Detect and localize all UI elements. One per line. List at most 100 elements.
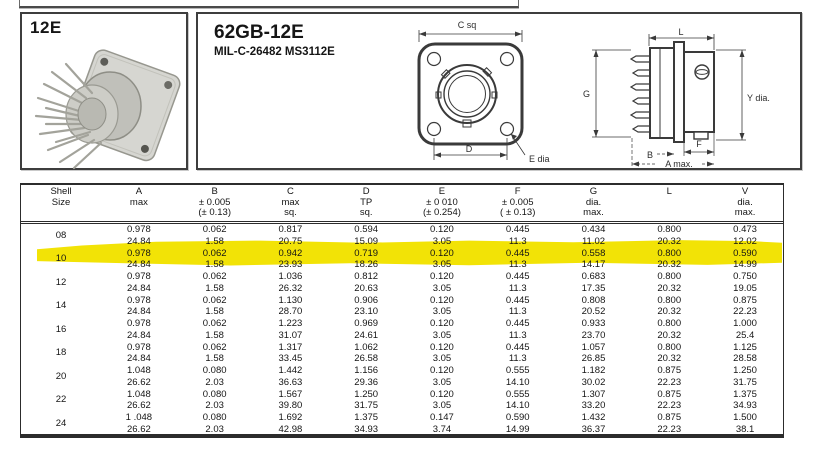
dim-cell: 0.978 bbox=[126, 224, 151, 235]
dim-cell: 24.84 bbox=[126, 353, 151, 365]
shell-size-cell: 22 bbox=[55, 394, 67, 406]
table-row-mm-08: 24.84 1.58 20.75 15.09 3.05 11.3 11.02 20.32 12.… bbox=[21, 236, 783, 248]
dim-cell: 24.84 bbox=[126, 329, 151, 341]
col-header-line: sq. bbox=[284, 207, 297, 218]
dim-cell: 11.3 bbox=[508, 329, 527, 341]
dim-cell: 0.120 bbox=[430, 247, 454, 259]
dim-label-a: A max. bbox=[665, 159, 693, 168]
dim-cell: 0.942 bbox=[278, 247, 303, 259]
dim-cell: 1.375 bbox=[354, 412, 379, 423]
dim-cell: 1.58 bbox=[205, 353, 224, 365]
dim-cell: 29.36 bbox=[354, 376, 379, 388]
col-header-line: (± 0.254) bbox=[422, 207, 461, 218]
dim-cell: 14.10 bbox=[505, 400, 530, 412]
dim-cell: 25.4 bbox=[735, 329, 755, 341]
table-row-inch-14: 14 0.978 0.062 1.130 0.906 0.120 0.445 0.808 0.8… bbox=[21, 294, 783, 312]
dim-cell: 20.32 bbox=[657, 306, 682, 318]
dim-cell: 24.84 bbox=[126, 306, 151, 318]
dim-cell: 24.61 bbox=[354, 329, 379, 341]
shell-code-label: 12E bbox=[30, 18, 62, 37]
dim-cell: 23.93 bbox=[278, 259, 303, 271]
col-header-line: TP bbox=[360, 196, 373, 208]
col-header-line: (± 0.13) bbox=[198, 207, 231, 218]
dim-cell: 1.58 bbox=[205, 306, 224, 318]
front-view-arrows bbox=[419, 31, 522, 158]
col-header-line bbox=[631, 198, 707, 209]
dim-cell: 0.473 bbox=[733, 224, 757, 235]
col-header-line: max. bbox=[583, 207, 604, 218]
dim-cell: 3.05 bbox=[432, 282, 452, 294]
technical-drawings: C sq D E dia bbox=[417, 20, 770, 168]
dim-label-y: Y dia. bbox=[747, 93, 770, 103]
col-header-line: ± 0 010 bbox=[426, 196, 458, 208]
table-row-inch-12: 12 0.978 0.062 1.036 0.812 0.120 0.445 0.683 0.8… bbox=[21, 271, 783, 288]
dim-cell: 0.875 bbox=[657, 365, 682, 376]
dim-cell: 0.120 bbox=[430, 388, 454, 400]
dim-cell: 0.978 bbox=[126, 318, 151, 329]
dim-cell: 1.567 bbox=[278, 388, 303, 400]
dim-cell: 3.05 bbox=[432, 235, 452, 247]
dim-cell: 26.62 bbox=[126, 376, 151, 388]
dim-cell: 14.17 bbox=[581, 259, 606, 271]
shell-size-cell: 08 bbox=[55, 229, 67, 241]
col-header-line bbox=[101, 208, 177, 219]
side-view-arrows bbox=[593, 35, 745, 167]
dim-cell: 1.182 bbox=[581, 365, 606, 376]
dim-cell: 20.32 bbox=[657, 282, 682, 294]
dim-cell: 14.99 bbox=[505, 423, 530, 435]
dim-cell: 0.120 bbox=[430, 318, 454, 329]
dim-cell: 1.58 bbox=[205, 259, 224, 271]
dim-cell: 0.120 bbox=[430, 341, 454, 353]
dim-cell: 18.26 bbox=[354, 259, 379, 271]
dim-cell: 1.125 bbox=[733, 341, 757, 353]
dim-cell: 31.75 bbox=[354, 400, 379, 412]
series-title: 62GB-12E bbox=[214, 22, 304, 43]
dim-cell: 0.933 bbox=[581, 318, 606, 329]
dim-cell: 0.120 bbox=[430, 271, 454, 282]
dim-cell: 12.02 bbox=[733, 235, 757, 247]
dim-cell: 22.23 bbox=[657, 400, 682, 412]
dim-cell: 17.35 bbox=[581, 282, 606, 294]
col-header-line: max. bbox=[734, 207, 756, 218]
dim-label-b: B bbox=[647, 150, 653, 160]
dim-cell: 0.875 bbox=[733, 294, 757, 306]
dim-cell: 2.03 bbox=[205, 423, 224, 435]
table-row-mm-16: 24.84 1.58 31.07 24.61 3.05 11.3 23.70 20.32 25.… bbox=[21, 330, 783, 342]
dim-cell: 0.800 bbox=[657, 318, 682, 329]
dim-cell: 20.32 bbox=[657, 353, 682, 365]
dim-cell: 0.875 bbox=[657, 412, 682, 423]
dim-cell: 24.84 bbox=[126, 259, 151, 271]
shell-photo-panel: 12E bbox=[20, 12, 188, 170]
dim-cell: 0.062 bbox=[202, 224, 227, 235]
dim-cell: 3.74 bbox=[432, 423, 452, 435]
front-view-drawing bbox=[417, 30, 526, 160]
dim-cell: 0.062 bbox=[202, 271, 227, 282]
dim-label-e: E dia bbox=[529, 154, 550, 164]
col-header-4: D TP sq. bbox=[328, 185, 405, 224]
dim-cell: 0.719 bbox=[354, 247, 379, 259]
dim-cell: 26.85 bbox=[581, 353, 606, 365]
dim-cell: 1.307 bbox=[581, 388, 606, 400]
dim-cell: 1 .048 bbox=[125, 412, 153, 423]
dim-cell: 20.75 bbox=[278, 235, 303, 247]
shell-size-cell: 24 bbox=[55, 417, 67, 429]
dim-cell: 20.32 bbox=[657, 235, 682, 247]
dim-label-l: L bbox=[678, 27, 683, 37]
table-row-inch-18: 18 0.978 0.062 1.317 1.062 0.120 0.445 1.057 0.8… bbox=[21, 341, 783, 359]
dim-cell: 1.048 bbox=[126, 388, 151, 400]
col-header-line: F bbox=[514, 186, 521, 197]
dim-cell: 0.062 bbox=[202, 247, 227, 259]
col-header-line: A bbox=[135, 186, 143, 197]
table-row-mm-10: 24.84 1.58 23.93 18.26 3.05 11.3 14.17 20.32 14.… bbox=[21, 259, 783, 271]
dim-cell: 26.62 bbox=[126, 400, 151, 412]
dim-cell: 11.3 bbox=[508, 306, 527, 318]
dim-cell: 0.978 bbox=[126, 294, 151, 306]
col-header-line: E bbox=[438, 186, 446, 197]
dim-cell: 1.223 bbox=[278, 318, 303, 329]
dim-cell: 0.800 bbox=[657, 271, 682, 282]
